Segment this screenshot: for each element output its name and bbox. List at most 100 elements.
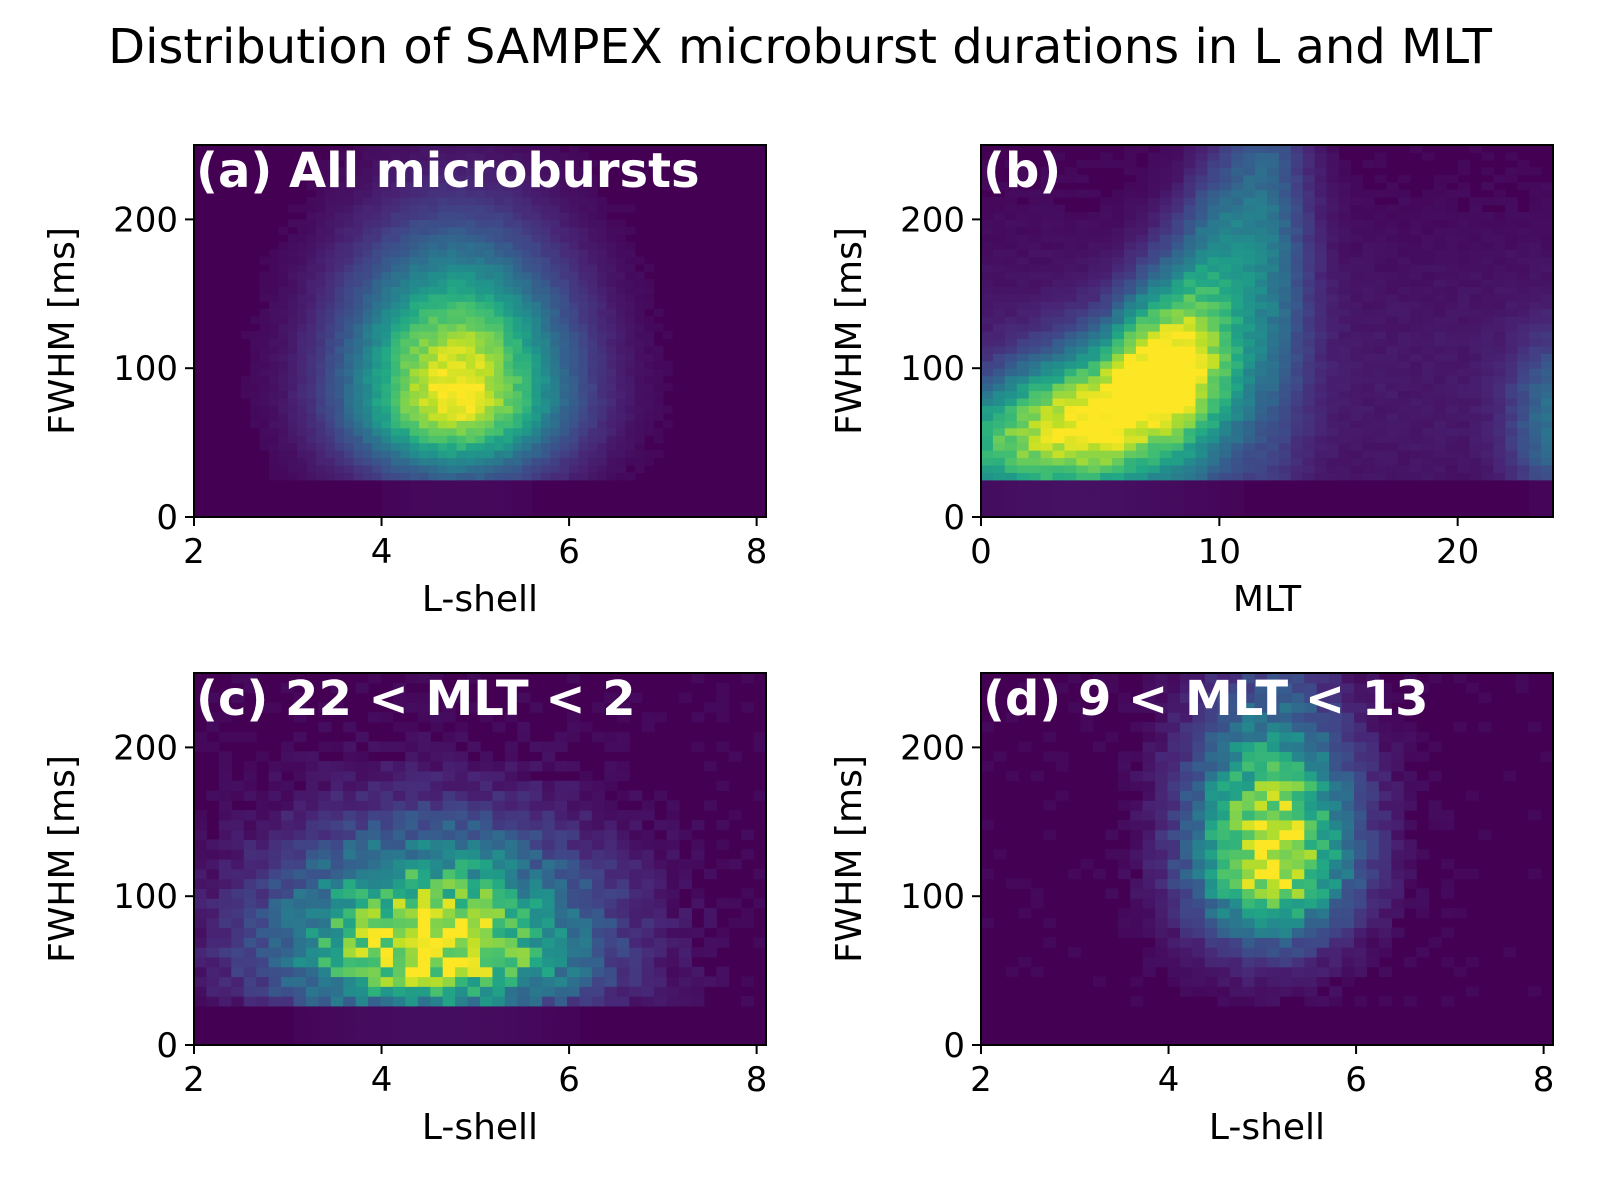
heatmap-cell — [1410, 442, 1423, 451]
heatmap-cell — [306, 264, 317, 273]
heatmap-cell — [1326, 145, 1340, 154]
heatmap-cell — [1398, 234, 1411, 243]
heatmap-cell — [1350, 353, 1363, 362]
heatmap-cell — [1159, 479, 1173, 488]
heatmap-cell — [644, 457, 655, 466]
heatmap-cell — [1469, 427, 1483, 436]
heatmap-cell — [456, 316, 467, 325]
heatmap-cell — [1183, 427, 1197, 436]
heatmap-cell — [554, 878, 568, 889]
heatmap-cell — [540, 383, 551, 392]
heatmap-cell — [1469, 375, 1483, 384]
heatmap-cell — [1278, 197, 1292, 206]
heatmap-cell — [1350, 368, 1363, 377]
heatmap-cell — [297, 383, 308, 392]
heatmap-cell — [1147, 234, 1161, 243]
heatmap-cell — [343, 907, 357, 919]
heatmap-cell — [1052, 464, 1066, 473]
heatmap-cell — [1541, 264, 1553, 273]
heatmap-cell — [437, 271, 448, 280]
heatmap-cell — [1338, 345, 1352, 354]
heatmap-cell — [484, 219, 495, 228]
heatmap-cell — [447, 204, 458, 213]
heatmap-cell — [512, 368, 523, 377]
heatmap-cell — [504, 859, 518, 870]
heatmap-cell — [325, 412, 336, 421]
heatmap-cell — [456, 442, 467, 451]
heatmap-cell — [1243, 375, 1256, 384]
heatmap-cell — [206, 898, 220, 909]
heatmap-cell — [405, 731, 419, 743]
heatmap-cell — [318, 966, 332, 978]
heatmap-cell — [1410, 145, 1423, 154]
heatmap-cell — [522, 197, 533, 206]
heatmap-cell — [1529, 435, 1542, 444]
heatmap-cell — [278, 226, 289, 235]
heatmap-cell — [1326, 338, 1340, 347]
heatmap-cell — [1052, 368, 1066, 377]
heatmap-cell — [540, 375, 551, 384]
heatmap-cell — [1278, 308, 1292, 317]
heatmap-cell — [437, 331, 448, 340]
heatmap-cell — [1135, 472, 1149, 481]
heatmap-cell — [503, 479, 514, 488]
heatmap-cell — [512, 264, 523, 273]
heatmap-cell — [256, 976, 270, 987]
heatmap-cell — [362, 397, 373, 406]
x-axis-label: MLT — [1233, 579, 1302, 620]
heatmap-cell — [1135, 442, 1149, 451]
heatmap-cell — [1231, 293, 1244, 302]
heatmap-cell — [1147, 464, 1161, 473]
heatmap-cell — [587, 174, 598, 183]
heatmap-cell — [1207, 241, 1220, 250]
heatmap-cell — [480, 1025, 494, 1036]
heatmap-cell — [1052, 256, 1066, 265]
heatmap-cell — [1195, 323, 1209, 332]
heatmap-cell — [417, 898, 431, 909]
heatmap-cell — [634, 316, 645, 325]
heatmap-cell — [1147, 457, 1161, 466]
heatmap-cell — [343, 937, 357, 948]
heatmap-cell — [559, 353, 570, 362]
heatmap-cell — [540, 435, 551, 444]
heatmap-cell — [531, 390, 542, 399]
heatmap-cell — [475, 264, 486, 273]
heatmap-cell — [293, 712, 307, 723]
heatmap-cell — [1529, 345, 1542, 354]
heatmap-cell — [517, 888, 531, 899]
heatmap-cell — [653, 323, 664, 332]
heatmap-cell — [455, 1015, 469, 1027]
heatmap-cell — [1219, 442, 1232, 451]
heatmap-cell — [455, 721, 469, 733]
heatmap-cell — [540, 152, 551, 161]
heatmap-cell — [456, 435, 467, 444]
heatmap-cell — [1195, 450, 1209, 459]
heatmap-cell — [1231, 420, 1244, 429]
heatmap-cell — [315, 219, 326, 228]
heatmap-cell — [1076, 412, 1089, 421]
heatmap-cell — [405, 868, 419, 880]
heatmap-cell — [343, 780, 357, 792]
heatmap-cell — [1433, 427, 1447, 436]
heatmap-cell — [1267, 308, 1280, 317]
heatmap-cell — [554, 956, 568, 968]
heatmap-cell — [992, 383, 1006, 392]
heatmap-cell — [1505, 397, 1518, 406]
heatmap-cell — [437, 375, 448, 384]
heatmap-cell — [1386, 286, 1399, 295]
heatmap-cell — [325, 427, 336, 436]
heatmap-cell — [269, 450, 279, 459]
heatmap-cell — [1398, 360, 1411, 369]
heatmap-cell — [1278, 331, 1292, 340]
heatmap-cell — [981, 219, 994, 228]
heatmap-cell — [334, 442, 345, 451]
heatmap-cell — [540, 360, 551, 369]
heatmap-cell — [1243, 316, 1256, 325]
heatmap-cell — [522, 167, 533, 176]
heatmap-cell — [1398, 457, 1411, 466]
heatmap-cell — [504, 986, 518, 997]
heatmap-cell — [540, 264, 551, 273]
heatmap-cell — [1529, 412, 1542, 421]
heatmap-cell — [1028, 323, 1042, 332]
heatmap-cell — [1076, 256, 1089, 265]
